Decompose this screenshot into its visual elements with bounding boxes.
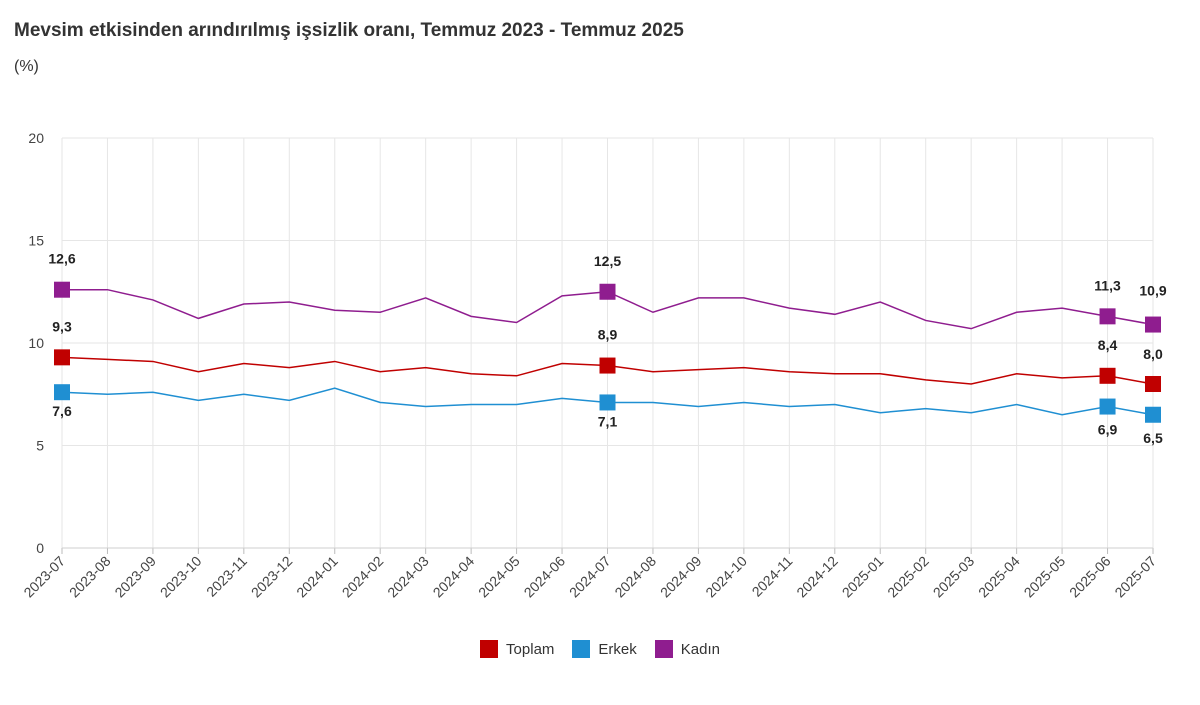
x-tick-label: 2024-11 [749, 553, 796, 600]
legend-swatch [480, 640, 499, 658]
x-tick-label: 2023-09 [111, 553, 159, 601]
x-tick-label: 2025-03 [930, 553, 978, 601]
legend-item-toplam[interactable]: Toplam [480, 640, 554, 658]
legend-label: Kadın [680, 640, 720, 658]
x-tick-label: 2023-11 [203, 553, 250, 600]
data-marker-toplam [599, 357, 616, 374]
legend-label: Erkek [598, 640, 637, 658]
x-tick-label: 2024-09 [657, 553, 705, 601]
data-label-kadın: 10,9 [1139, 283, 1166, 299]
data-label-kadın: 12,5 [594, 253, 621, 269]
x-tick-label: 2024-05 [475, 553, 523, 601]
chart-subtitle: (%) [14, 58, 39, 75]
x-tick-label: 2024-03 [384, 553, 432, 601]
data-marker-erkek [1145, 406, 1161, 423]
data-label-erkek: 7,1 [598, 413, 618, 429]
data-label-kadın: 12,6 [48, 251, 75, 267]
x-tick-label: 2025-06 [1066, 553, 1114, 601]
data-marker-kadın [54, 281, 70, 298]
y-tick-label: 20 [28, 130, 44, 146]
data-marker-kadın [1099, 308, 1116, 325]
x-tick-label: 2025-02 [884, 553, 932, 601]
legend-label: Toplam [506, 640, 555, 658]
data-marker-erkek [1099, 398, 1116, 415]
data-marker-toplam [1099, 367, 1116, 384]
data-label-kadın: 11,3 [1094, 277, 1121, 293]
data-marker-kadın [599, 283, 616, 300]
x-tick-label: 2023-12 [248, 553, 296, 601]
legend-swatch [572, 640, 591, 658]
x-tick-label: 2024-02 [339, 553, 387, 601]
data-label-toplam: 9,3 [52, 318, 72, 334]
data-marker-kadın [1145, 316, 1161, 333]
x-tick-label: 2024-10 [702, 553, 750, 601]
x-tick-label: 2023-07 [20, 553, 68, 601]
x-tick-label: 2025-05 [1021, 553, 1069, 601]
legend-item-erkek[interactable]: Erkek [572, 640, 637, 658]
data-label-erkek: 6,9 [1098, 422, 1118, 438]
data-label-toplam: 8,0 [1143, 346, 1163, 362]
x-tick-label: 2024-12 [793, 553, 841, 601]
x-tick-label: 2025-07 [1111, 553, 1159, 601]
y-tick-label: 15 [28, 233, 44, 249]
x-tick-label: 2024-06 [521, 553, 569, 601]
data-label-toplam: 8,9 [598, 327, 618, 343]
x-tick-label: 2023-10 [157, 553, 205, 601]
data-marker-toplam [1145, 376, 1161, 392]
data-marker-erkek [54, 384, 70, 401]
chart-title: Mevsim etkisinden arındırılmış işsizlik … [14, 20, 684, 41]
x-tick-label: 2024-04 [430, 553, 478, 601]
x-tick-label: 2024-01 [293, 553, 341, 601]
y-tick-label: 10 [28, 335, 44, 351]
x-tick-label: 2024-08 [611, 553, 659, 601]
x-tick-label: 2025-04 [975, 553, 1023, 601]
line-chart: 051015202023-072023-082023-092023-102023… [20, 130, 1166, 601]
x-tick-label: 2023-08 [66, 553, 114, 601]
data-marker-toplam [54, 349, 70, 366]
y-tick-label: 5 [36, 438, 44, 454]
data-marker-erkek [599, 394, 616, 411]
data-label-erkek: 7,6 [52, 403, 72, 419]
x-tick-label: 2025-01 [839, 553, 887, 601]
data-label-toplam: 8,4 [1098, 337, 1118, 353]
chart-legend: Toplam Erkek Kadın [0, 640, 1200, 658]
legend-swatch [654, 640, 673, 658]
data-label-erkek: 6,5 [1143, 430, 1163, 446]
legend-item-kadın[interactable]: Kadın [654, 640, 720, 658]
y-tick-label: 0 [36, 540, 44, 556]
x-tick-label: 2024-07 [566, 553, 614, 601]
